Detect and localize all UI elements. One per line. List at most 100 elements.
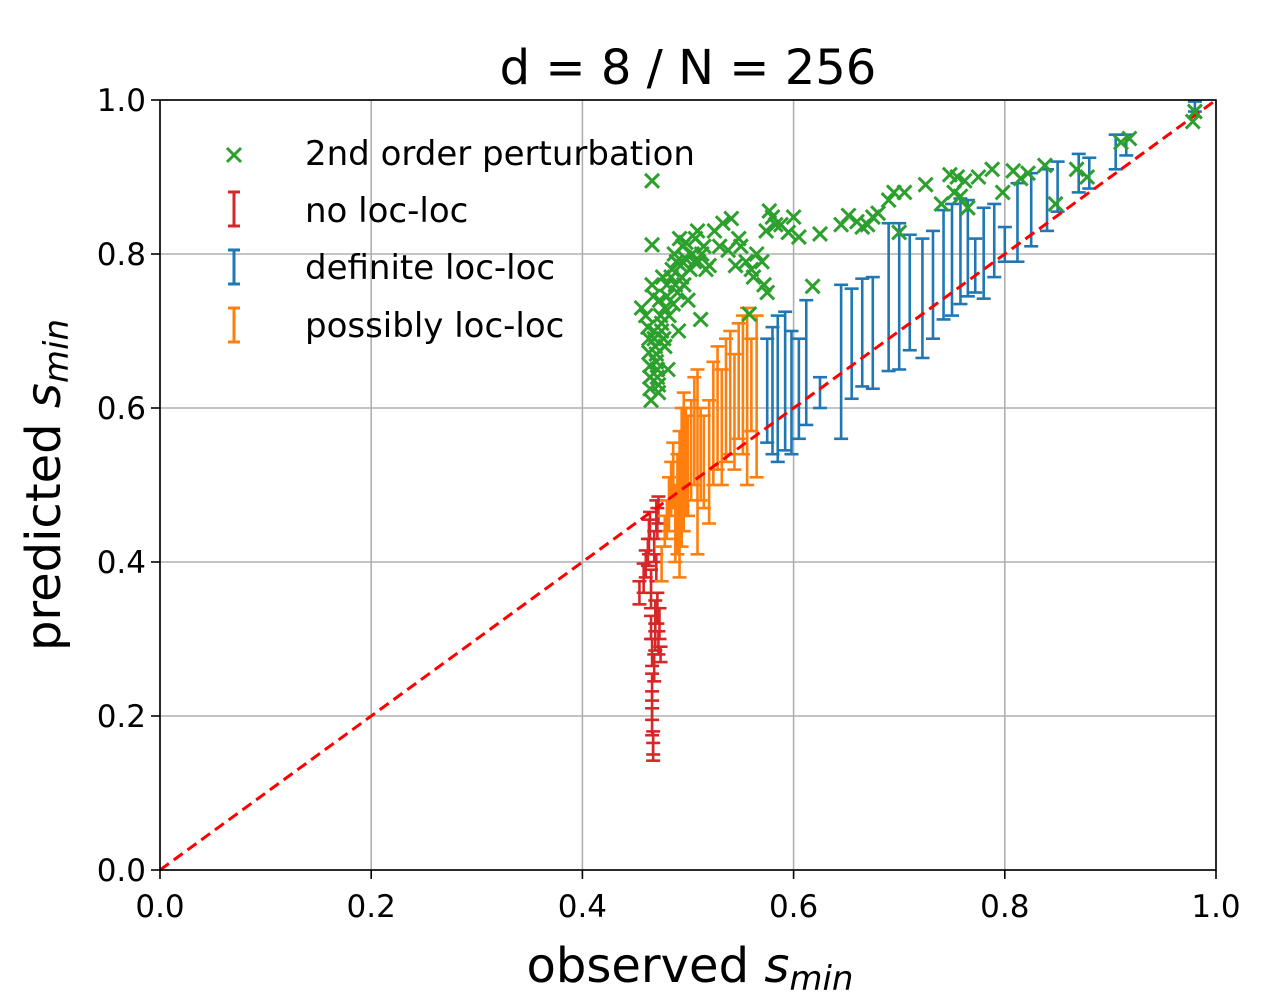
series-definite-loc-loc: [760, 100, 1202, 464]
scatter-point: [732, 238, 749, 255]
scatter-point: [759, 284, 776, 301]
scatter-point: [1112, 134, 1130, 151]
x-tick-label: 0.0: [135, 889, 184, 925]
scatter-point: [675, 276, 692, 293]
scatter-point: [650, 384, 667, 401]
scatter-point: [1121, 130, 1138, 147]
x-tick-label: 0.2: [347, 889, 396, 925]
errorbar: [646, 741, 661, 762]
scatter-point: [804, 278, 821, 295]
legend-label-possibly-loc-loc: possibly loc-loc: [305, 306, 564, 346]
errorbar: [976, 206, 991, 300]
scatter-point: [745, 269, 762, 286]
errorbar: [651, 495, 666, 525]
scatter-point: [952, 188, 969, 205]
y-axis-title-main: predicted: [16, 408, 72, 651]
legend-label-no-loc-loc: no loc-loc: [305, 191, 468, 231]
plot-area: [159, 98, 1217, 872]
errorbar: [693, 406, 708, 502]
errorbar: [778, 310, 793, 452]
scatter-point: [891, 224, 908, 241]
scatter-point: [692, 311, 709, 328]
scatter-point: [984, 161, 1001, 178]
x-axis-title: observed smin: [527, 938, 854, 999]
scatter-point: [644, 236, 661, 253]
scatter-point: [665, 295, 682, 313]
scatter-point: [758, 222, 775, 239]
errorbar: [791, 337, 806, 441]
y-axis-title-symbol: s: [16, 383, 72, 408]
scatter-point: [896, 184, 913, 201]
errorbar: [653, 645, 668, 664]
y-tick-label: 0.2: [97, 699, 146, 735]
scatter-point: [1186, 103, 1203, 120]
scatter-point: [679, 292, 697, 309]
scatter-point: [880, 192, 897, 209]
x-axis-title-subscript: min: [789, 959, 853, 999]
scatter-point: [956, 172, 973, 189]
legend-marker-orange-errorbar: [228, 306, 240, 344]
scatter-point: [917, 176, 934, 193]
errorbar: [987, 202, 1002, 279]
y-axis-title-subscript: min: [37, 319, 77, 383]
scatter-point: [738, 253, 755, 270]
scatter-point: [780, 224, 797, 241]
y-tick-label: 1.0: [97, 83, 146, 119]
x-tick-label: 0.6: [769, 889, 818, 925]
reference-diagonal-line: [159, 98, 1217, 872]
scatter-point: [753, 253, 770, 270]
legend-label-perturbation: 2nd order perturbation: [305, 134, 695, 174]
errorbar: [997, 225, 1012, 264]
scatter-point: [714, 215, 731, 232]
scatter-point: [701, 257, 718, 274]
errorbar: [799, 298, 814, 427]
x-axis-title-symbol: s: [764, 938, 789, 994]
scatter-point: [1047, 195, 1064, 213]
scatter-point: [727, 257, 744, 274]
legend-marker-green-x: [225, 146, 243, 164]
scatter-point: [1079, 168, 1096, 186]
scatter-point: [659, 361, 676, 378]
x-tick-label: 1.0: [1191, 889, 1240, 925]
x-tick-label: 0.8: [980, 889, 1029, 925]
legend-marker-blue-errorbar: [228, 248, 240, 286]
legend-label-definite-loc-loc: definite loc-loc: [305, 248, 555, 288]
y-tick-label: 0.8: [97, 237, 146, 273]
scatter-point: [1019, 165, 1037, 182]
errorbar: [925, 229, 940, 341]
legend-marker-red-errorbar: [228, 190, 240, 228]
scatter-point: [959, 199, 976, 216]
scatter-point: [1068, 161, 1085, 178]
scatter-point: [870, 205, 887, 222]
scatter-point: [741, 305, 758, 323]
y-tick-label: 0.0: [97, 853, 146, 889]
errorbar: [784, 329, 799, 456]
errorbar: [844, 287, 859, 401]
y-axis-title: predicted smin: [16, 319, 77, 651]
scatter-point: [840, 207, 857, 224]
scatter-point: [785, 208, 802, 226]
legend: 2nd order perturbation no loc-loc defini…: [225, 134, 695, 346]
scatter-point: [970, 168, 987, 186]
series-2nd-order-perturbation: [633, 103, 1203, 409]
errorbar: [865, 275, 880, 391]
scatter-point: [656, 338, 673, 355]
scatter-point: [670, 322, 687, 340]
scatter-point: [994, 184, 1011, 201]
axes-frame: [159, 99, 1217, 871]
x-axis-title-main: observed: [527, 938, 765, 994]
scatter-point: [790, 228, 807, 246]
errorbar: [902, 233, 917, 352]
scatter-point: [933, 195, 950, 213]
axis-ticks: 0.0 0.2 0.4 0.6 0.8 1.0 0.0 0.2 0.4 0.6 0.8 1.0: [97, 83, 1241, 925]
errorbar: [652, 606, 667, 641]
scatter-point: [711, 238, 728, 255]
y-tick-label: 0.4: [97, 545, 146, 581]
errorbar: [770, 314, 785, 464]
errorbar: [892, 221, 907, 371]
scatter-point: [723, 210, 740, 227]
series-possibly-loc-loc: [654, 306, 764, 583]
scatter-point: [695, 238, 712, 255]
